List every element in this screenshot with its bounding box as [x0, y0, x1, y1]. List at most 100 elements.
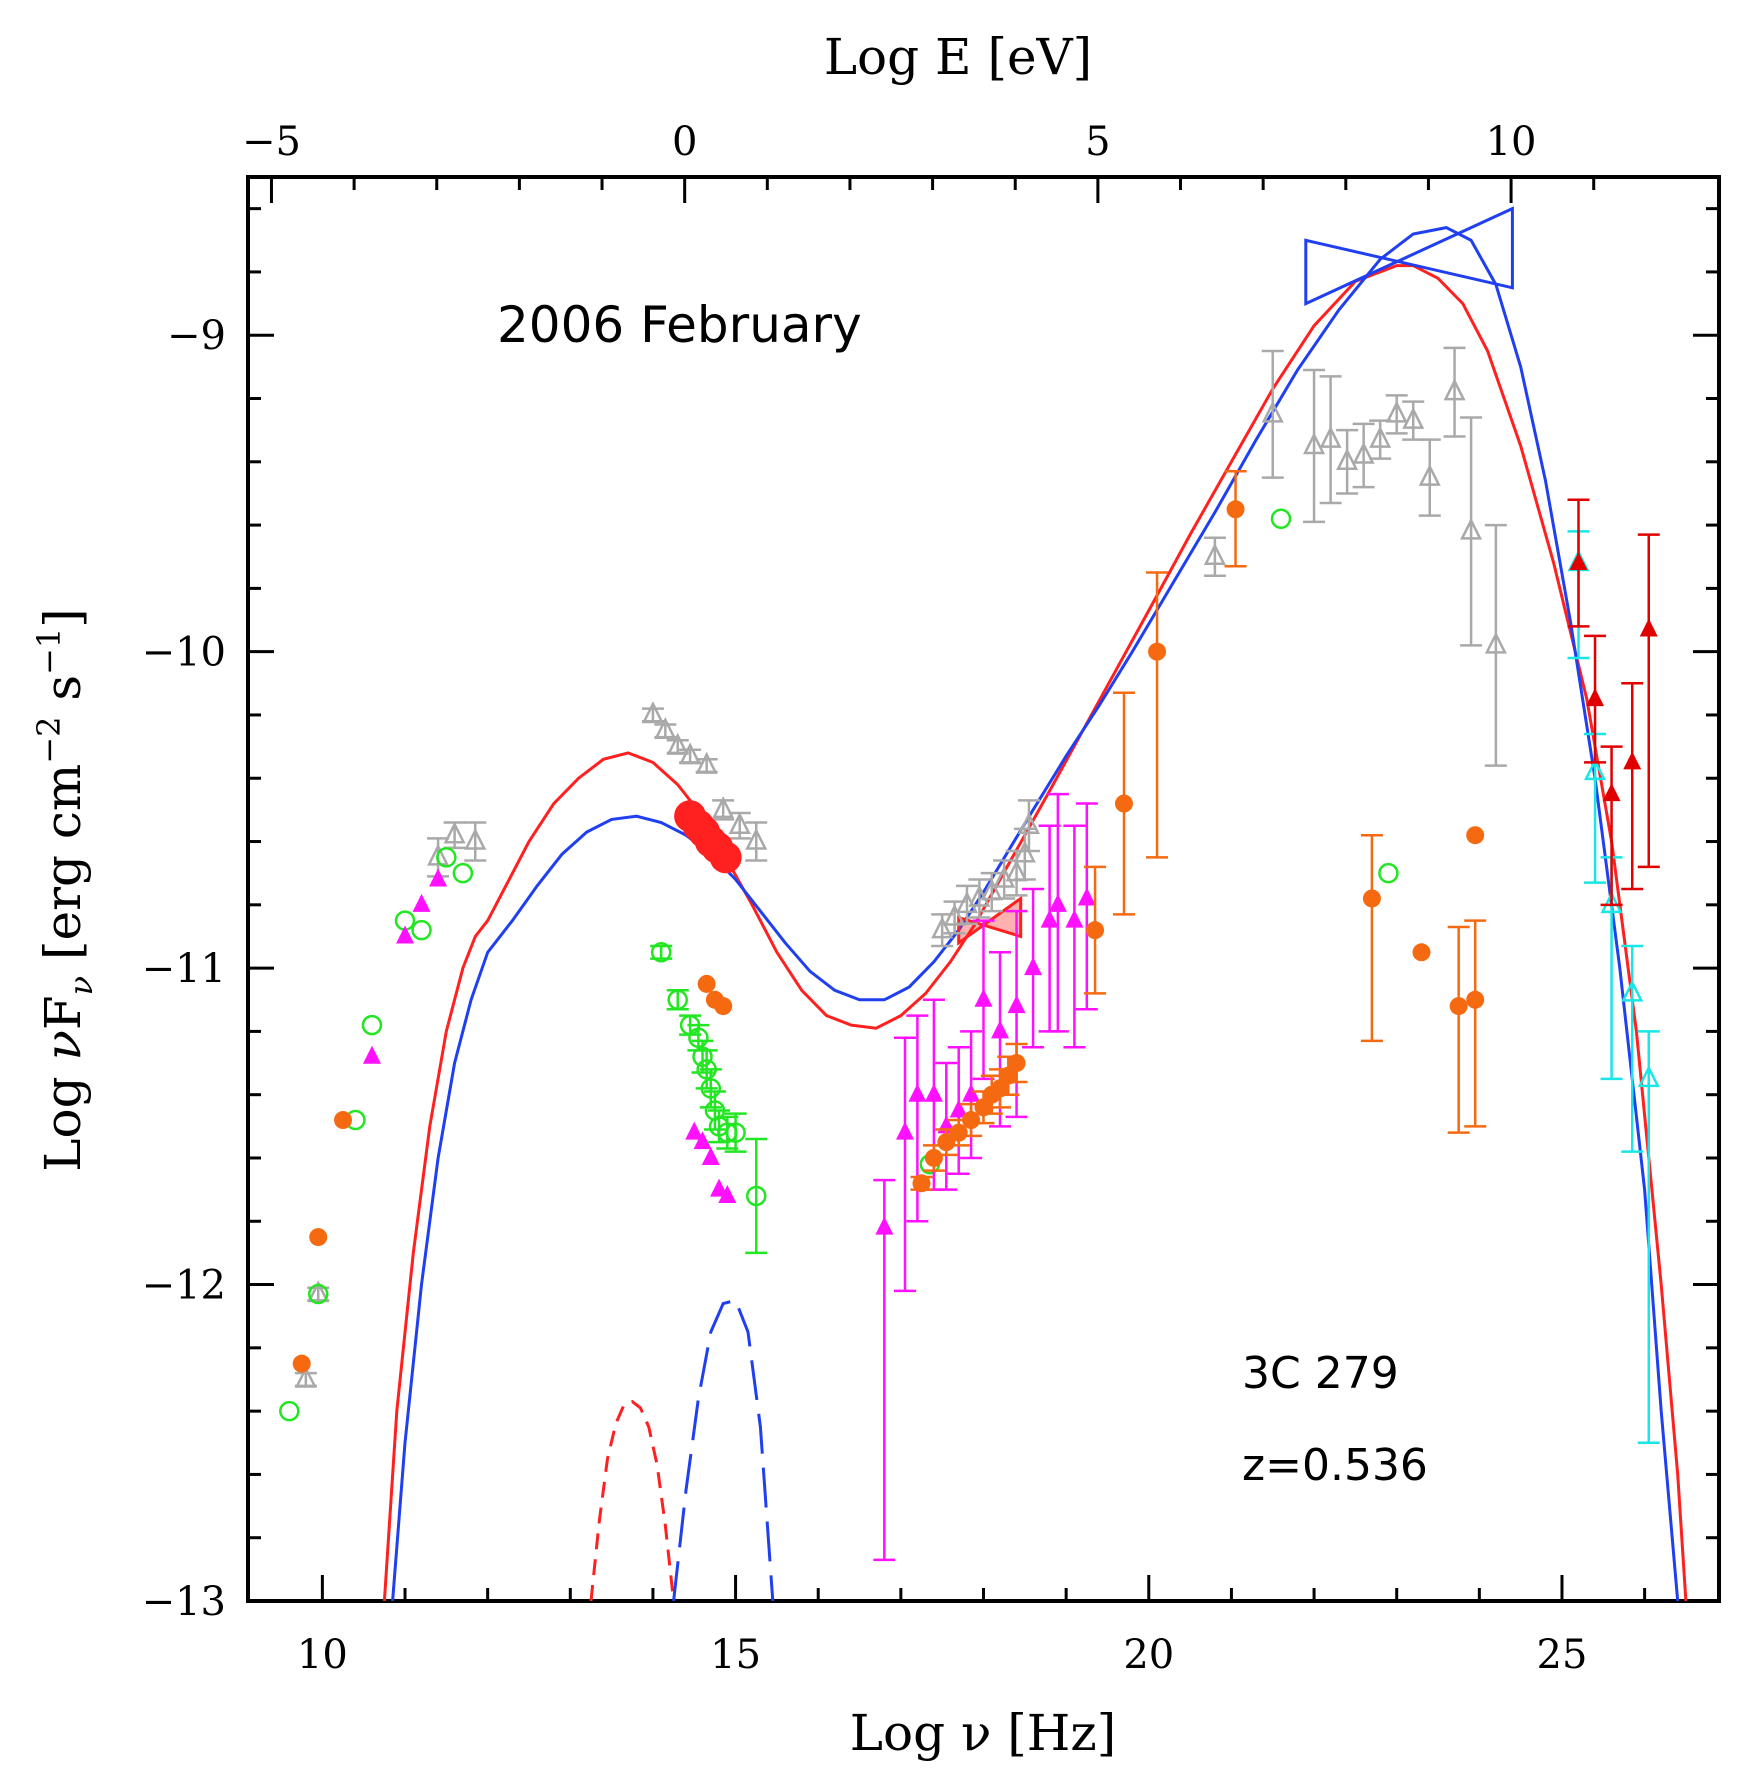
data-point: [1352, 441, 1375, 464]
y-tick-label: −13: [142, 1579, 226, 1625]
series-6: [1567, 498, 1660, 907]
data-point: [912, 1174, 931, 1193]
data-point: [962, 1111, 981, 1130]
redshift-label: z=0.536: [1242, 1440, 1428, 1491]
data-point: [974, 988, 993, 1007]
data-point: [411, 919, 432, 941]
plot-area: [279, 206, 1688, 1601]
y-tick-label: −12: [142, 1263, 226, 1309]
model-curve-blue: [391, 226, 1680, 1601]
data-point: [429, 868, 448, 887]
data-point: [949, 1123, 968, 1142]
data-point: [464, 827, 487, 850]
data-point: [980, 878, 1003, 901]
data-point: [650, 942, 672, 963]
data-point: [1378, 862, 1399, 884]
data-point: [1385, 400, 1408, 423]
data-point: [701, 1146, 720, 1165]
data-point: [1623, 751, 1642, 770]
data-point: [1270, 508, 1292, 530]
data-point: [334, 1111, 353, 1130]
x-tick-label: 25: [1537, 1632, 1588, 1678]
data-point: [427, 843, 450, 866]
data-point: [1114, 794, 1133, 813]
data-point: [709, 841, 742, 874]
x-tick-label: 10: [297, 1632, 348, 1678]
plot-frame: [246, 175, 1721, 1603]
model-curves: [382, 226, 1688, 1601]
data-point: [1261, 400, 1284, 423]
data-point: [1460, 517, 1483, 540]
data-point: [1077, 887, 1096, 906]
data-point: [924, 1083, 943, 1102]
data-point: [309, 1228, 328, 1247]
data-point: [745, 827, 768, 850]
x2-tick-label: −5: [242, 119, 301, 165]
data-point: [1637, 1065, 1660, 1088]
data-point: [695, 751, 718, 774]
y-tick-label: −10: [142, 630, 226, 676]
data-point: [1621, 979, 1644, 1002]
y-tick-label: −9: [167, 313, 226, 359]
data-point: [1466, 990, 1485, 1009]
data-point: [693, 1131, 712, 1150]
data-point: [679, 742, 702, 765]
epoch-label: 2006 February: [497, 296, 862, 354]
data-point: [361, 1014, 383, 1036]
data-point: [1418, 463, 1441, 486]
data-point: [396, 925, 415, 944]
tick-labels: 10 15 20 25 −5 0 5 10 −9 −10 −11 −12 −13: [142, 119, 1588, 1678]
data-point: [1402, 406, 1425, 429]
data-point: [949, 1099, 968, 1118]
data-point: [1600, 891, 1623, 914]
data-point: [718, 1184, 737, 1203]
data-point: [292, 1354, 311, 1373]
data-point: [1203, 542, 1226, 565]
source-label: 3C 279: [1242, 1348, 1399, 1399]
model-curve-red: [382, 264, 1688, 1601]
data-point: [1586, 688, 1605, 707]
data-point: [1336, 448, 1359, 471]
data-point: [1040, 909, 1059, 928]
data-point: [875, 1216, 894, 1235]
data-point: [714, 997, 733, 1016]
series-2: [362, 792, 1098, 1562]
data-point: [908, 1083, 927, 1102]
data-point: [710, 1178, 729, 1197]
data-point: [1024, 957, 1043, 976]
x2-axis-title: Log E [eV]: [824, 28, 1092, 86]
data-point: [1303, 432, 1326, 455]
data-point: [728, 811, 751, 834]
data-point: [924, 1148, 943, 1167]
data-point: [991, 1020, 1010, 1039]
data-point: [1065, 909, 1084, 928]
x-tick-label: 20: [1123, 1632, 1174, 1678]
data-point: [294, 1365, 317, 1388]
data-point: [1412, 943, 1431, 962]
data-points: [279, 346, 1660, 1562]
series-4: [674, 800, 742, 874]
data-point: [1584, 758, 1607, 781]
data-point: [1362, 889, 1381, 908]
x-axis-title: Log ν [Hz]: [850, 1704, 1116, 1762]
data-point: [1017, 811, 1040, 834]
x2-tick-label: 5: [1085, 119, 1110, 165]
data-point: [1602, 783, 1621, 802]
fermi-bowtie: [1304, 206, 1514, 306]
data-point: [937, 1133, 956, 1152]
data-point: [654, 716, 677, 740]
data-point: [1443, 378, 1466, 401]
data-point: [279, 1400, 300, 1422]
data-point: [436, 847, 457, 868]
data-point: [688, 1027, 709, 1048]
model-curve-red-dashed: [589, 1399, 676, 1601]
data-point: [1086, 921, 1105, 940]
data-point: [412, 893, 431, 912]
data-point: [1369, 425, 1392, 448]
data-point: [1449, 997, 1468, 1016]
data-point: [1226, 500, 1245, 519]
bowtie-shapes: [957, 206, 1514, 946]
data-point: [667, 989, 688, 1011]
series-1: [279, 508, 1399, 1422]
